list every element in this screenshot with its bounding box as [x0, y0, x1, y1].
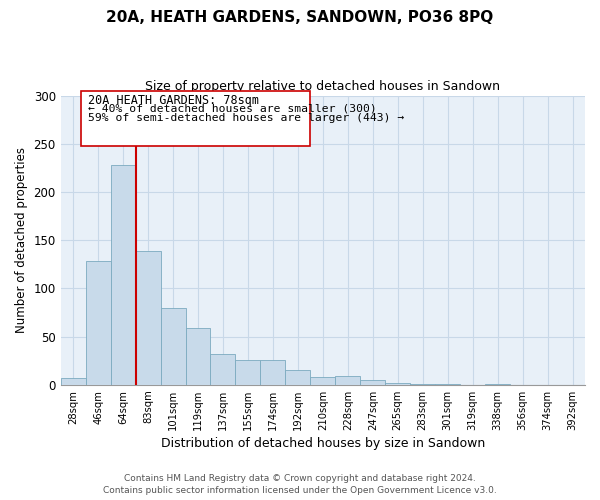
- Text: 59% of semi-detached houses are larger (443) →: 59% of semi-detached houses are larger (…: [88, 113, 404, 123]
- Title: Size of property relative to detached houses in Sandown: Size of property relative to detached ho…: [145, 80, 500, 93]
- Bar: [211, 354, 235, 385]
- X-axis label: Distribution of detached houses by size in Sandown: Distribution of detached houses by size …: [161, 437, 485, 450]
- Bar: [61, 378, 86, 385]
- Text: 20A HEATH GARDENS: 78sqm: 20A HEATH GARDENS: 78sqm: [88, 94, 259, 106]
- Bar: [260, 360, 286, 385]
- Bar: [310, 377, 335, 385]
- Text: ← 40% of detached houses are smaller (300): ← 40% of detached houses are smaller (30…: [88, 104, 377, 114]
- Bar: [410, 384, 435, 385]
- Bar: [80, 90, 310, 146]
- Bar: [360, 380, 385, 385]
- Bar: [286, 370, 310, 385]
- Y-axis label: Number of detached properties: Number of detached properties: [15, 147, 28, 333]
- Text: 20A, HEATH GARDENS, SANDOWN, PO36 8PQ: 20A, HEATH GARDENS, SANDOWN, PO36 8PQ: [106, 10, 494, 25]
- Bar: [161, 308, 185, 385]
- Bar: [235, 360, 260, 385]
- Bar: [335, 376, 360, 385]
- Bar: [435, 384, 460, 385]
- Bar: [385, 383, 410, 385]
- Text: Contains HM Land Registry data © Crown copyright and database right 2024.
Contai: Contains HM Land Registry data © Crown c…: [103, 474, 497, 495]
- Bar: [110, 165, 136, 385]
- Bar: [185, 328, 211, 385]
- Bar: [136, 251, 161, 385]
- Bar: [86, 262, 110, 385]
- Bar: [485, 384, 510, 385]
